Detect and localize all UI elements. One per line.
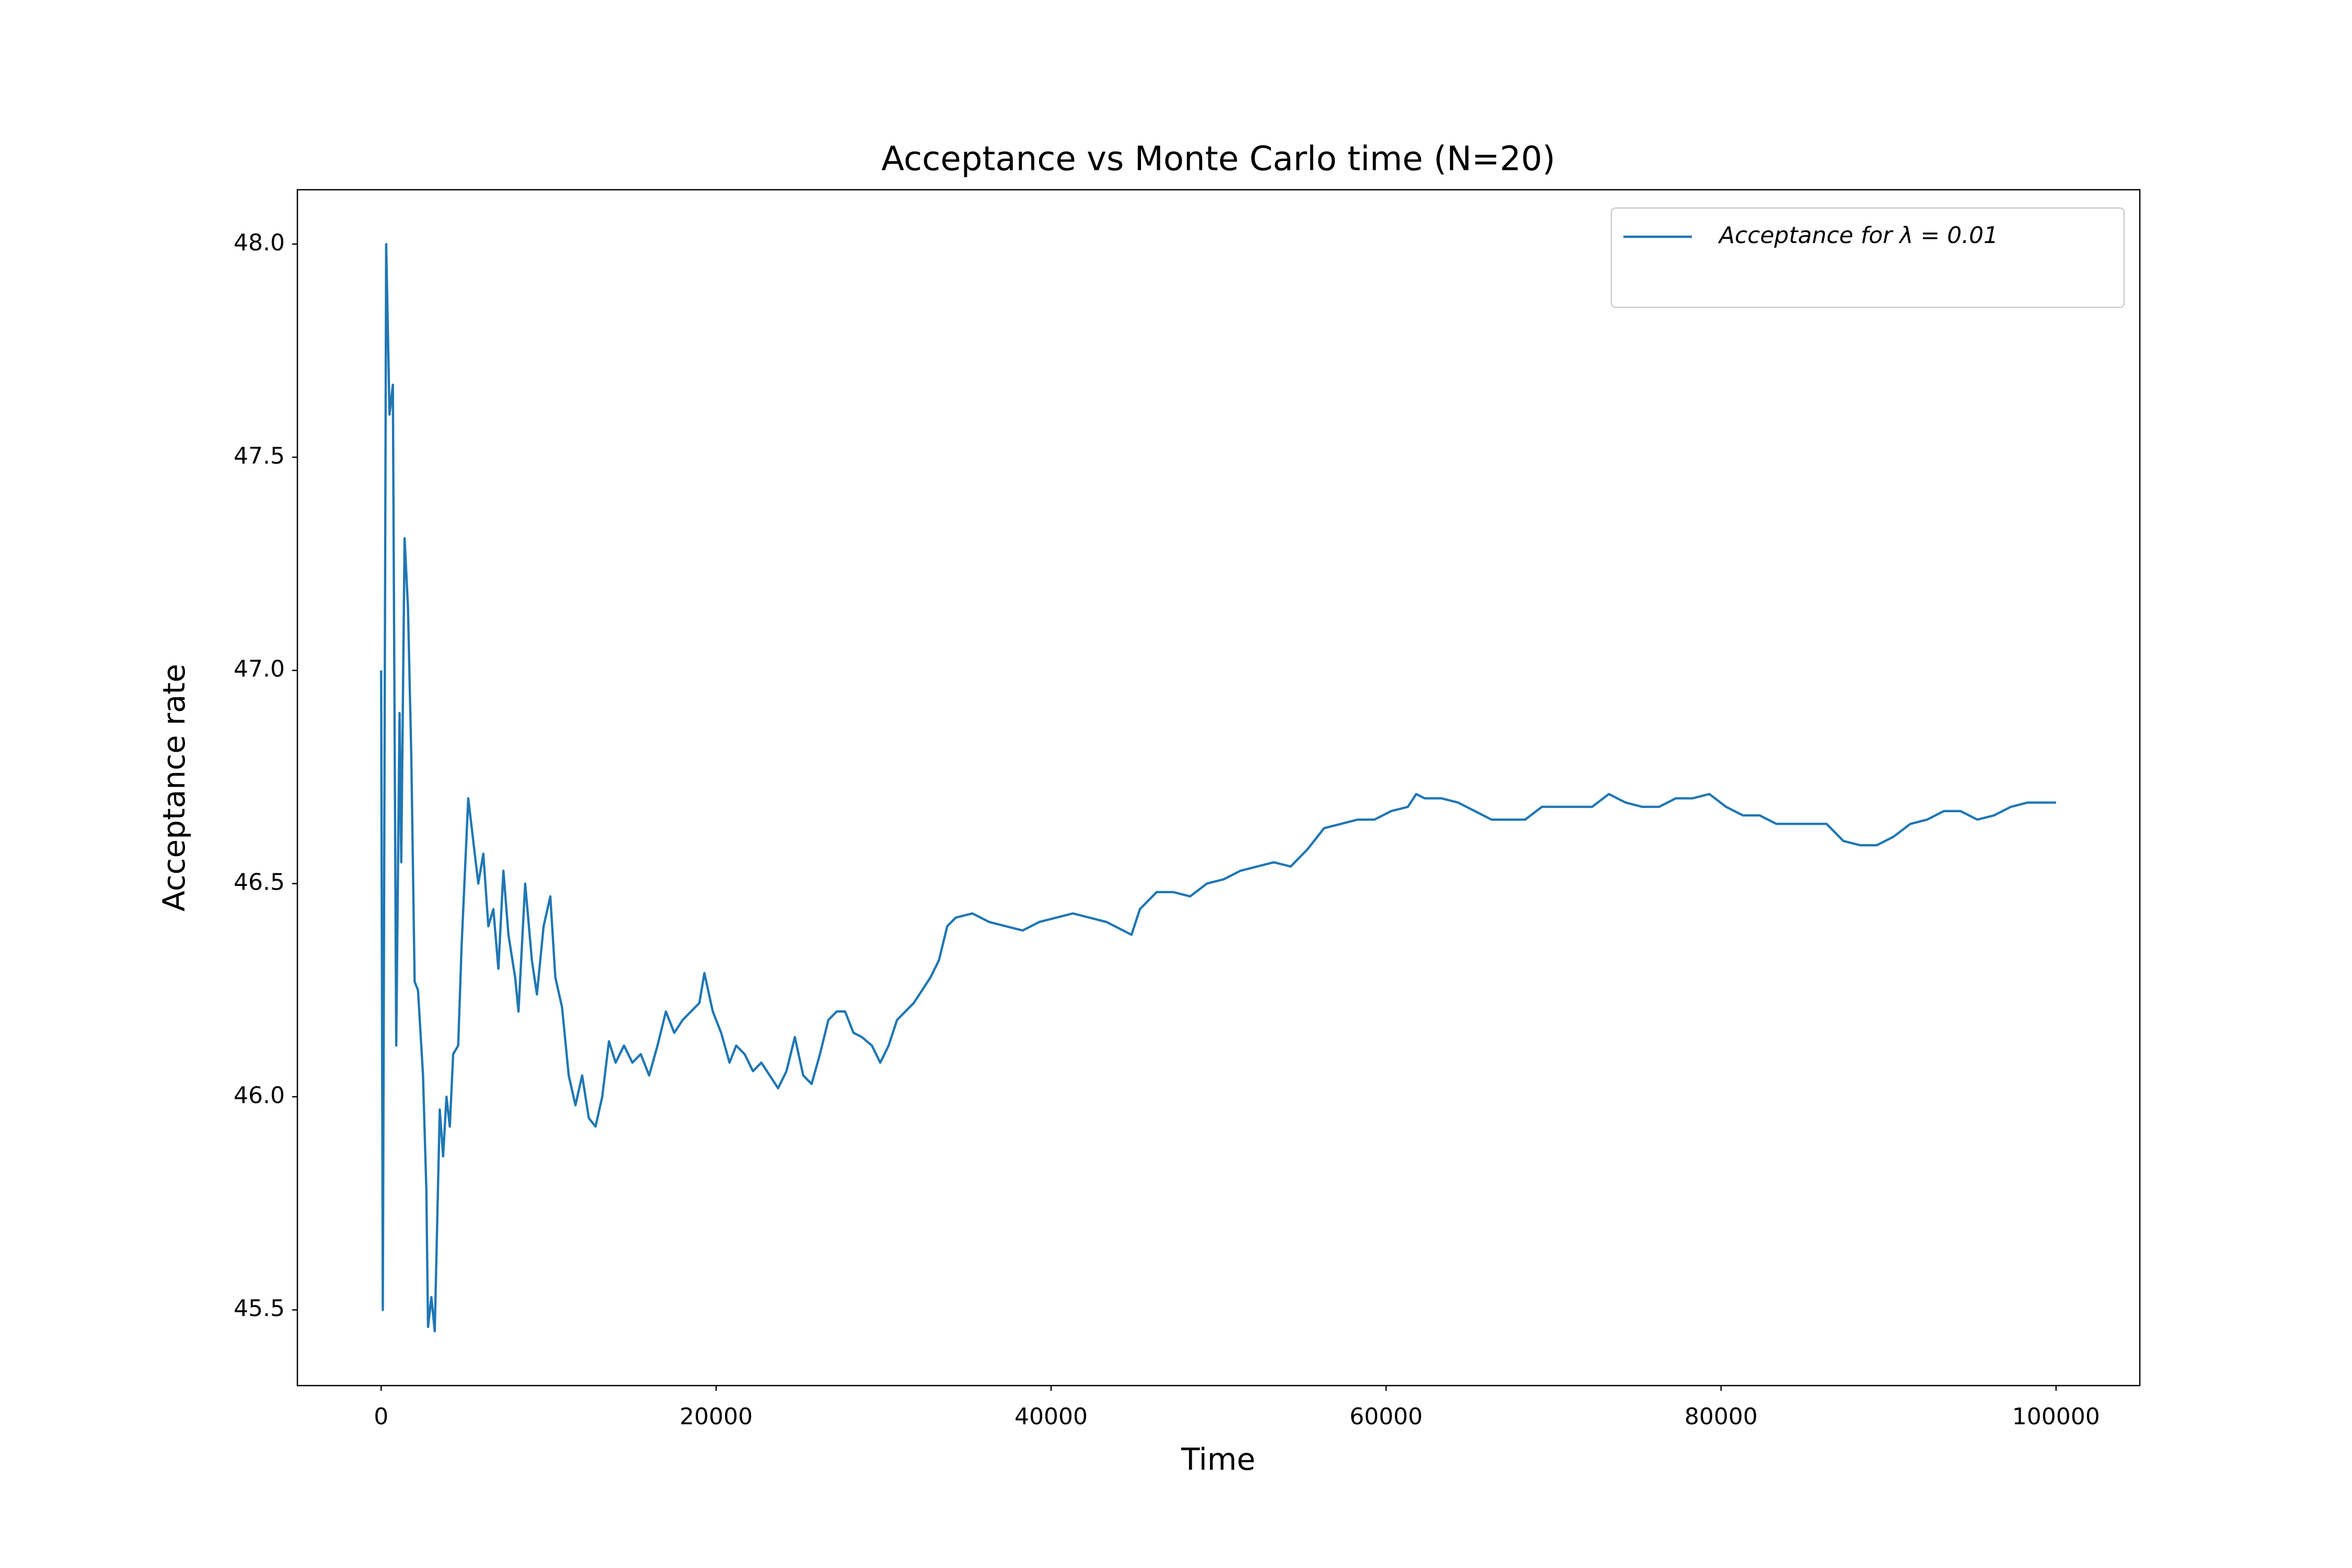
y-axis-label: Acceptance rate [156,664,192,912]
legend-box [1610,207,2125,308]
y-tick-label: 47.5 [234,443,285,469]
x-tick-label: 20000 [679,1403,753,1430]
y-tick-label: 46.0 [234,1082,285,1109]
x-tick-label: 0 [374,1403,388,1430]
x-tick-label: 100000 [2012,1403,2100,1430]
data-line [380,243,2056,1333]
y-tick-label: 46.5 [234,869,285,896]
x-tick-label: 40000 [1014,1403,1088,1430]
y-tick-label: 45.5 [234,1295,285,1322]
x-axis-label: Time [1181,1442,1255,1477]
x-tick-label: 80000 [1685,1403,1758,1430]
plot-frame [296,189,2141,1387]
y-tick-label: 48.0 [234,229,285,256]
chart-title: Acceptance vs Monte Carlo time (N=20) [881,140,1555,179]
y-tick-label: 47.0 [234,656,285,683]
x-tick-label: 60000 [1350,1403,1423,1430]
legend-label: Acceptance for λ = 0.01 [1717,222,1998,249]
